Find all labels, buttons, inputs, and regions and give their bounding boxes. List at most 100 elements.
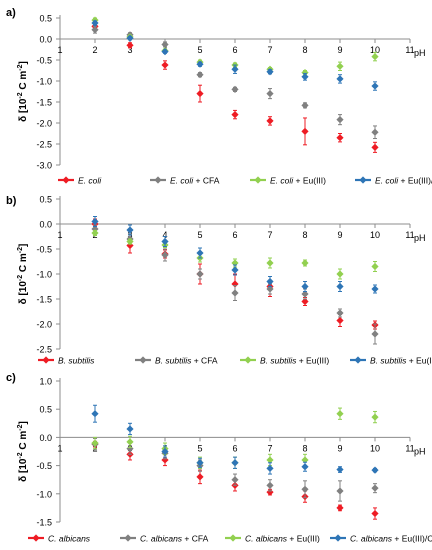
chart-panel-2: b) 0.50.0-0.5-1.0-1.5-2.0-2.5δ [10-2 C m-… — [6, 195, 432, 366]
legend-species: C. albicans — [48, 533, 91, 543]
y-axis-title-part: δ [10 — [18, 458, 29, 482]
data-point — [91, 229, 99, 237]
legend-label: C. albicans — [48, 533, 91, 543]
legend-species: B. subtilis — [58, 355, 95, 365]
y-axis-title: δ [10-2 C m-2] — [17, 61, 29, 122]
y-axis-title-part: -2 — [17, 247, 24, 253]
x-tick-label: 2 — [92, 45, 97, 55]
x-tick-label: 10 — [370, 230, 380, 240]
x-tick-label: 11 — [405, 443, 414, 453]
legend-item: C. albicans + Eu(III) — [225, 533, 320, 543]
y-tick-label: -0.5 — [36, 56, 52, 66]
legend-label: B. subtilis + CFA — [155, 355, 218, 365]
data-point — [301, 127, 309, 135]
data-point — [161, 447, 169, 456]
legend-label: C. albicans + Eu(III)/CFA — [350, 533, 432, 543]
x-tick-label: 7 — [267, 443, 272, 453]
panel-label: c) — [6, 372, 16, 384]
data-point — [231, 85, 239, 93]
y-tick-label: -1.5 — [36, 98, 52, 108]
data-point — [301, 290, 309, 298]
y-axis-title-part: -2 — [17, 452, 24, 458]
legend-species: E. coli — [270, 175, 294, 185]
data-point — [126, 445, 134, 453]
data-point — [91, 225, 99, 233]
data-point — [196, 459, 204, 467]
data-point — [231, 266, 239, 274]
x-tick-label: 6 — [232, 45, 237, 55]
x-tick-label: 8 — [302, 443, 307, 453]
legend-item: C. albicans — [28, 533, 91, 543]
x-tick-label: 1 — [57, 230, 62, 240]
y-tick-label: 0.5 — [39, 14, 52, 24]
x-tick-label: 5 — [197, 45, 202, 55]
data-point — [161, 61, 169, 69]
series-4 — [91, 216, 379, 294]
y-tick-label: -0.5 — [36, 461, 52, 471]
data-point — [196, 473, 204, 481]
data-point — [91, 19, 99, 27]
y-axis-title: δ [10-2 C m-2] — [17, 244, 29, 305]
data-point — [301, 463, 309, 471]
data-point — [371, 82, 379, 90]
y-tick-label: -1.0 — [36, 489, 52, 499]
x-tick-label: 10 — [370, 443, 380, 453]
y-axis-title-part: ] — [18, 61, 29, 64]
legend-species: B. subtilis — [155, 355, 192, 365]
legend-item: C. albicans + Eu(III)/CFA — [330, 533, 432, 543]
series-2 — [91, 224, 379, 345]
data-point — [266, 481, 274, 489]
x-tick-label: 5 — [197, 443, 202, 453]
legend-label: C. albicans + CFA — [140, 533, 209, 543]
x-tick-label: 9 — [337, 443, 342, 453]
y-axis-title-part: -2 — [17, 424, 24, 430]
x-tick-label: 5 — [197, 230, 202, 240]
legend: B. subtilis B. subtilis + CFA B. subtilis … — [38, 355, 432, 365]
data-point — [161, 251, 169, 259]
data-point — [196, 71, 204, 79]
data-point — [231, 289, 239, 297]
legend-swatch-marker — [334, 534, 342, 542]
data-point — [126, 34, 134, 42]
data-point — [196, 90, 204, 98]
chart-panel-3: c)1.00.50.0-0.5-1.0-1.5δ [10-2 C m-2]123… — [6, 372, 432, 543]
legend-label: B. subtilis + Eu(III) — [260, 355, 329, 365]
y-axis-title-part: -2 — [17, 64, 24, 70]
legend-label: B. subtilis + Eu(III)/CFA — [370, 355, 432, 365]
legend-swatch-marker — [32, 534, 40, 542]
legend-swatch-marker — [244, 356, 252, 364]
x-axis-title: pH — [414, 48, 426, 58]
x-tick-label: 7 — [267, 230, 272, 240]
x-tick-label: 7 — [267, 45, 272, 55]
data-point — [126, 425, 134, 433]
data-point — [91, 410, 99, 418]
legend: C. albicans C. albicans + CFA C. albicans … — [28, 533, 432, 543]
series-2 — [91, 25, 379, 140]
data-point — [126, 226, 134, 234]
legend-suffix: + Eu(III)/CFA — [398, 175, 432, 185]
data-point — [371, 285, 379, 293]
legend-species: B. subtilis — [370, 355, 407, 365]
y-tick-label: -2.0 — [36, 320, 52, 330]
legend-species: B. subtilis — [260, 355, 297, 365]
legend-swatch-marker — [124, 534, 132, 542]
data-point — [336, 309, 344, 317]
data-point — [336, 270, 344, 278]
legend-species: E. coli — [170, 175, 194, 185]
data-point — [301, 73, 309, 81]
x-tick-label: 9 — [337, 230, 342, 240]
legend-item: E. coli + CFA — [150, 175, 220, 185]
legend-label: B. subtilis — [58, 355, 95, 365]
y-axis-title-part: δ [10 — [18, 281, 29, 305]
legend-label: E. coli + CFA — [170, 175, 220, 185]
legend-label: E. coli + Eu(III)/CFA — [375, 175, 432, 185]
y-axis-title-part: δ [10 — [18, 98, 29, 122]
data-point — [266, 456, 274, 464]
x-tick-label: 11 — [405, 45, 414, 55]
data-point — [231, 476, 239, 484]
legend-swatch-marker — [229, 534, 237, 542]
data-point — [231, 65, 239, 73]
data-point — [301, 297, 309, 306]
x-tick-label: 3 — [127, 45, 132, 55]
